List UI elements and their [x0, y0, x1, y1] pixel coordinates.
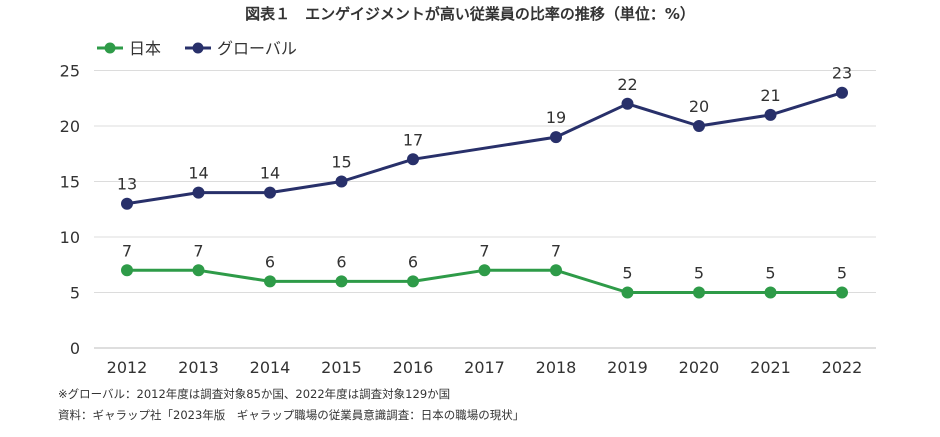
legend-label: グローバル [217, 39, 297, 58]
data-point [192, 186, 205, 199]
y-tick-label: 10 [60, 228, 80, 247]
data-point [836, 286, 848, 299]
data-label: 7 [193, 241, 203, 260]
data-label: 13 [117, 175, 137, 194]
data-point [478, 264, 491, 277]
data-label: 5 [765, 264, 775, 283]
data-point [693, 120, 705, 132]
y-tick-label: 25 [60, 62, 80, 81]
grid-lines [94, 70, 876, 349]
data-point [407, 275, 419, 288]
legend-swatch-marker [104, 42, 116, 54]
data-point [407, 153, 419, 166]
data-point [764, 286, 777, 299]
data-label: 15 [331, 153, 351, 172]
x-tick-label: 2021 [750, 358, 791, 377]
data-label: 5 [694, 264, 704, 283]
data-label: 22 [617, 75, 637, 94]
x-tick-label: 2016 [393, 358, 434, 377]
data-label: 5 [622, 264, 632, 283]
series-layer: 7 7 6 6 6 7 7 5 5 5 5 13 14 14 15 17 19 22 20 21 23 [117, 64, 852, 299]
y-tick-label: 15 [60, 173, 80, 192]
x-tick-label: 2014 [250, 358, 291, 377]
data-point [192, 264, 205, 277]
data-label: 19 [546, 108, 566, 127]
x-tick-label: 2019 [607, 358, 648, 377]
x-axis: 2012 2013 2014 2015 2016 2017 2018 2019 2020 2021… [107, 358, 863, 377]
data-point [836, 86, 848, 99]
data-label: 20 [689, 97, 709, 116]
legend-swatch-marker [192, 42, 204, 54]
x-tick-label: 2017 [464, 358, 505, 377]
footnote-global: ※グローバル：2012年度は調査対象85か国、2022年度は調査対象129か国 [58, 387, 450, 401]
data-label: 7 [122, 241, 132, 260]
x-tick-label: 2022 [822, 358, 863, 377]
data-point [764, 108, 777, 121]
data-point [335, 175, 348, 188]
x-tick-label: 2020 [679, 358, 720, 377]
x-tick-label: 2012 [107, 358, 148, 377]
y-tick-label: 5 [70, 284, 80, 303]
chart-title: 図表１ エンゲイジメントが高い従業員の比率の推移（単位：%） [245, 5, 695, 23]
data-point [693, 286, 705, 299]
data-label: 14 [260, 164, 280, 183]
data-label: 6 [265, 252, 275, 271]
data-label: 14 [188, 164, 208, 183]
legend-item: 日本 [97, 39, 161, 58]
y-tick-label: 0 [70, 339, 80, 358]
data-label: 5 [837, 264, 847, 283]
data-point [264, 186, 276, 199]
y-tick-label: 20 [60, 117, 80, 136]
data-point [621, 97, 634, 110]
data-point [621, 286, 634, 299]
data-label: 21 [760, 86, 780, 105]
data-label: 6 [408, 252, 418, 271]
data-label: 7 [479, 241, 489, 260]
data-point [550, 131, 562, 144]
legend-item: グローバル [185, 39, 297, 58]
series-0: 7 7 6 6 6 7 7 5 5 5 5 [121, 241, 848, 299]
data-point [121, 197, 133, 210]
data-point [335, 275, 348, 288]
legend: 日本 グローバル [97, 39, 297, 58]
x-tick-label: 2013 [178, 358, 219, 377]
series-1: 13 14 14 15 17 19 22 20 21 23 [117, 64, 852, 210]
data-label: 6 [336, 252, 346, 271]
data-label: 17 [403, 130, 423, 149]
legend-label: 日本 [129, 39, 161, 58]
data-point [264, 275, 276, 288]
data-point [121, 264, 133, 277]
y-axis: 0 5 10 15 20 25 [60, 62, 80, 359]
data-point [550, 264, 562, 277]
series-line [126, 91, 843, 206]
data-label: 23 [832, 64, 852, 83]
footnote-source: 資料：ギャラップ社「2023年版 ギャラップ職場の従業員意識調査：日本の職場の現… [58, 408, 524, 422]
x-tick-label: 2015 [321, 358, 362, 377]
data-label: 7 [551, 241, 561, 260]
x-tick-label: 2018 [536, 358, 577, 377]
